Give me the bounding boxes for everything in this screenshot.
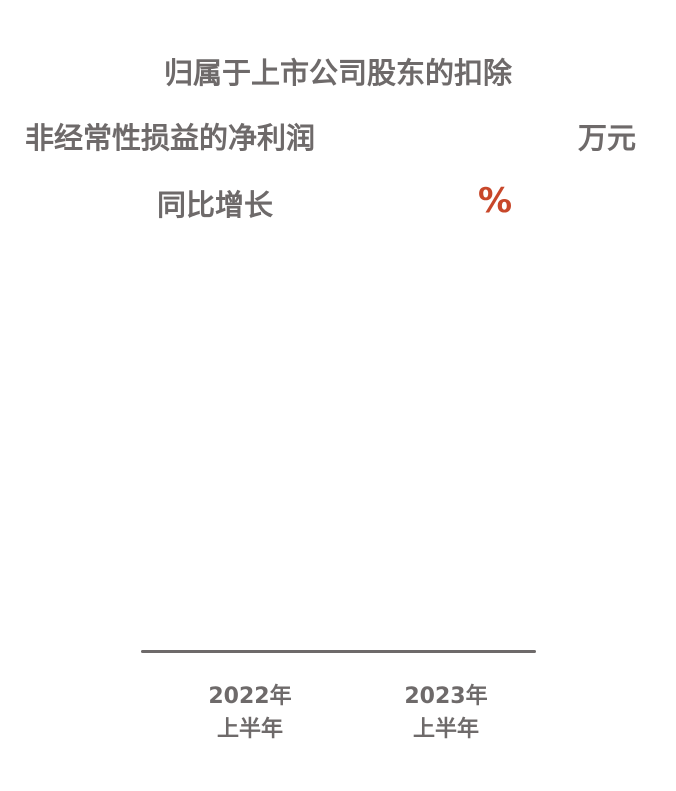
x-tick-period: 上半年 [216, 717, 283, 742]
growth-label: 同比增长 [157, 188, 274, 222]
growth-percent-sign: % [478, 181, 513, 221]
x-tick-period: 上半年 [412, 717, 479, 742]
chart-title-line1: 归属于上市公司股东的扣除 [163, 56, 512, 90]
x-tick-year: 2022年 [208, 684, 292, 709]
x-tick-label-2022: 2022年 上半年 [180, 680, 320, 746]
x-tick-label-2023: 2023年 上半年 [376, 680, 516, 746]
x-axis-line [141, 650, 536, 653]
x-tick-year: 2023年 [404, 684, 488, 709]
unit-label: 万元 [578, 121, 637, 155]
chart-title-line2: 非经常性损益的净利润 [25, 121, 316, 155]
